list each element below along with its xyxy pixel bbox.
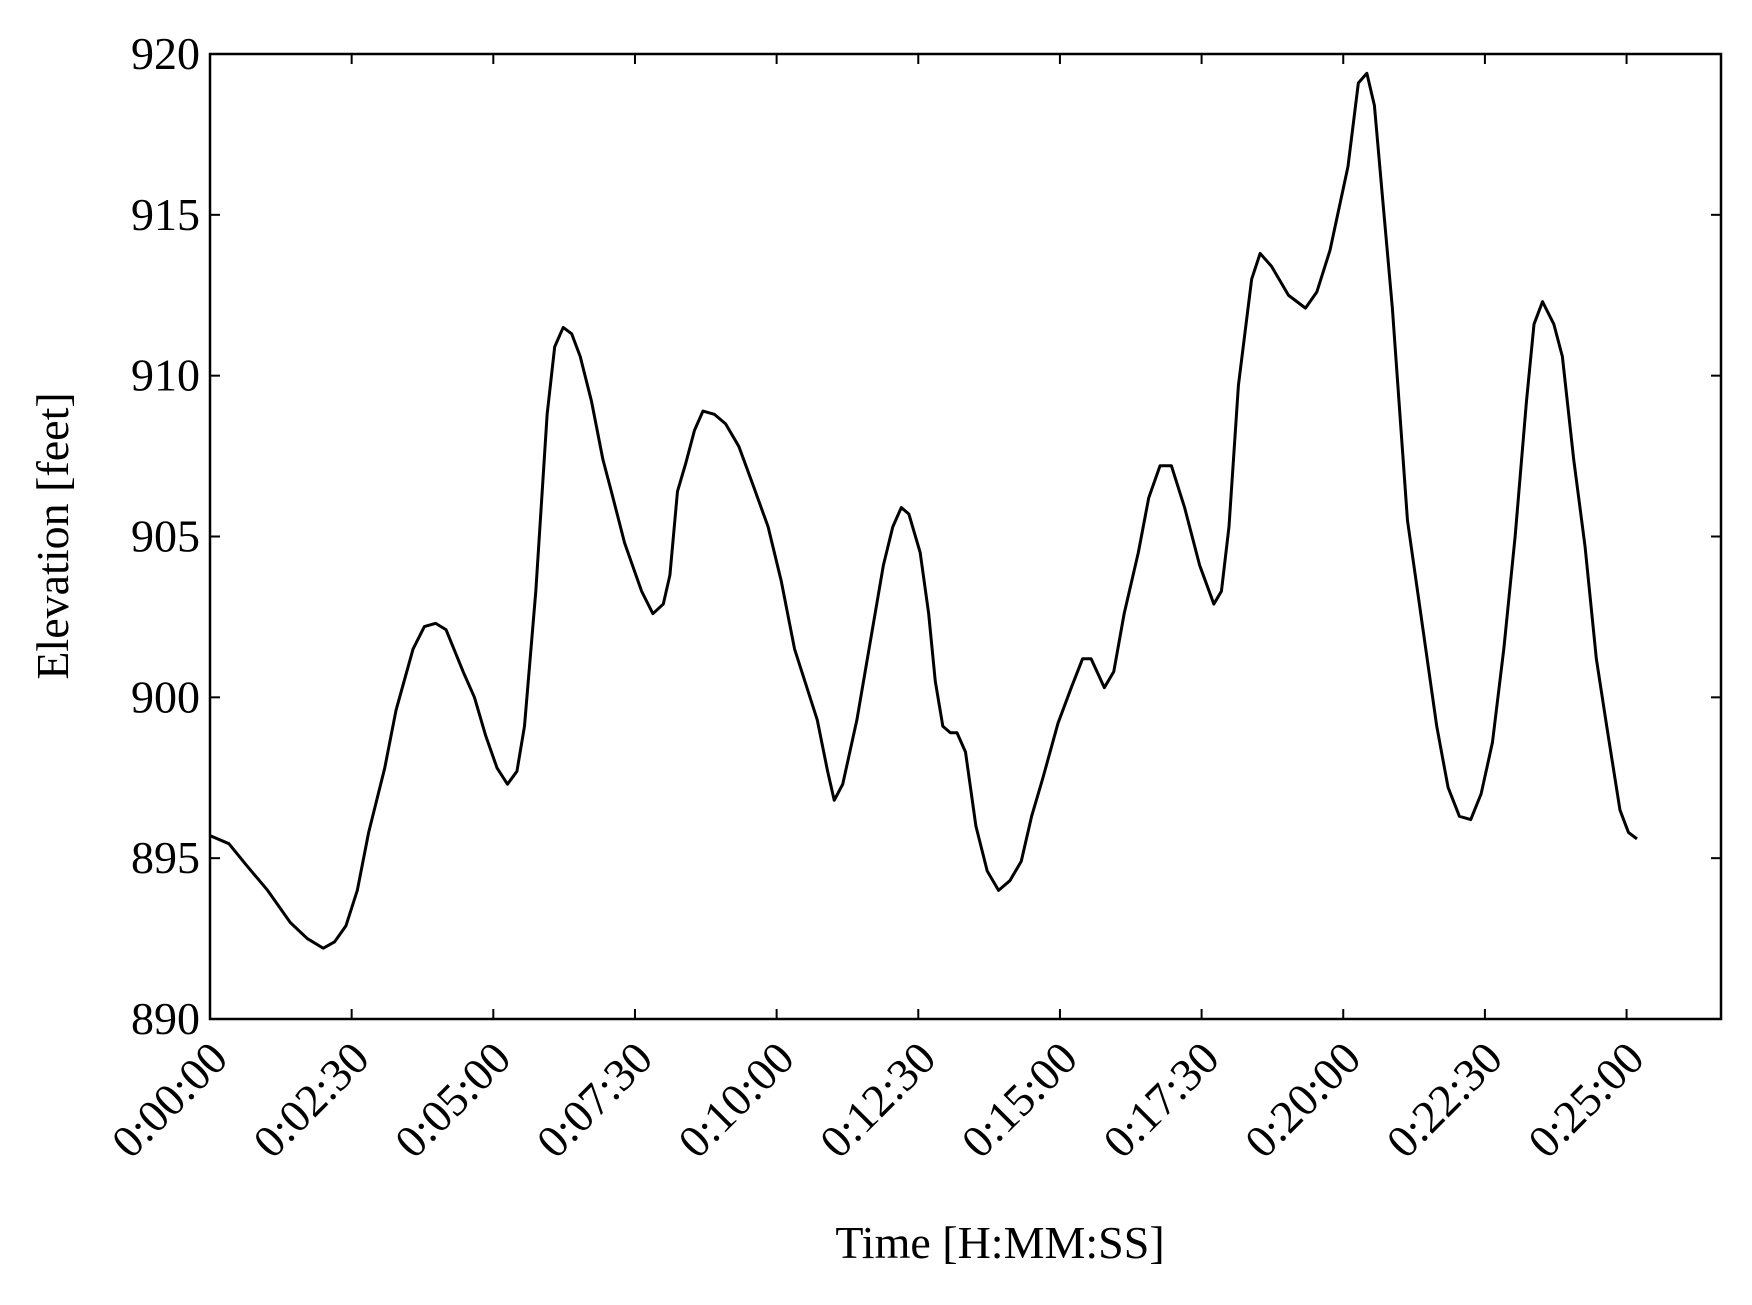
- y-tick-label: 890: [131, 993, 200, 1044]
- x-tick-label: 0:00:00: [102, 1032, 237, 1167]
- x-tick-label: 0:10:00: [668, 1032, 803, 1167]
- y-tick-label: 920: [131, 28, 200, 79]
- x-tick-label: 0:07:30: [527, 1032, 662, 1167]
- x-tick-label: 0:22:30: [1377, 1032, 1512, 1167]
- x-tick-label: 0:17:30: [1093, 1032, 1228, 1167]
- plot-frame: [208, 52, 1723, 1021]
- y-tick-label: 915: [131, 189, 200, 240]
- x-tick-label: 0:25:00: [1518, 1032, 1653, 1167]
- x-tick-label: 0:20:00: [1235, 1032, 1370, 1167]
- y-tick-label: 900: [131, 671, 200, 722]
- y-tick-label: 895: [131, 832, 200, 883]
- y-tick-label: 905: [131, 511, 200, 562]
- y-tick-label: 910: [131, 350, 200, 401]
- x-tick-label: 0:15:00: [952, 1032, 1087, 1167]
- x-tick-label: 0:12:30: [810, 1032, 945, 1167]
- y-axis-label: Elevation [feet]: [27, 392, 78, 679]
- x-tick-label: 0:05:00: [385, 1032, 520, 1167]
- x-axis-label: Time [H:MM:SS]: [835, 1217, 1164, 1268]
- x-tick-label: 0:02:30: [243, 1032, 378, 1167]
- line: [209, 71, 1638, 950]
